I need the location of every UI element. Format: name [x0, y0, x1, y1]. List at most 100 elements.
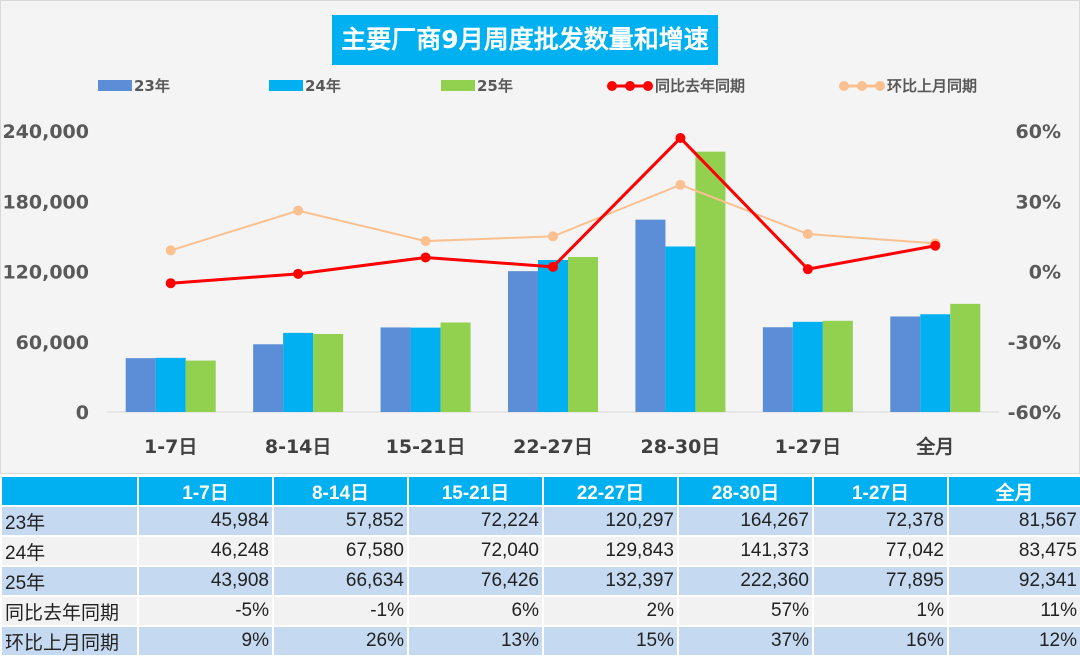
legend-swatch: [607, 80, 653, 91]
x-axis-tick: 15-21日: [386, 436, 466, 458]
table-cell: 2%: [542, 595, 679, 627]
chart-area: 主要厂商9月周度批发数量和增速 23年 24年 25年 同比去年同期 环比上月同期 0 6…: [0, 0, 1080, 474]
x-axis-tick: 1-27日: [775, 436, 842, 458]
point-环比上月同期: [675, 179, 686, 190]
right-axis-tick: -30%: [1008, 332, 1061, 354]
table-cell: -1%: [272, 595, 409, 627]
column-header: 全月: [947, 475, 1080, 507]
column-header: 1-27日: [812, 475, 949, 507]
point-环比上月同期: [420, 236, 431, 247]
table-cell: 67,580: [272, 535, 409, 567]
table-row: 同比去年同期 -5% -1% 6% 2% 57% 1% 11%: [0, 595, 1080, 627]
point-同比去年同期: [293, 268, 304, 279]
table-cell: 72,040: [407, 535, 544, 567]
bar-24年: [665, 246, 696, 412]
data-table: 1-7日 8-14日 15-21日 22-27日 28-30日 1-27日 全月 23年 45…: [0, 475, 1080, 657]
point-环比上月同期: [293, 205, 304, 216]
bar-24年: [283, 332, 314, 412]
legend-swatch: [98, 80, 132, 91]
point-环比上月同期: [165, 245, 176, 256]
column-header: 1-7日: [137, 475, 274, 507]
table-cell: 15%: [542, 625, 679, 657]
table-cell: 164,267: [677, 505, 814, 537]
x-axis-tick: 1-7日: [144, 436, 197, 458]
table-cell: 16%: [812, 625, 949, 657]
table-cell: 120,297: [542, 505, 679, 537]
left-axis-tick: 180,000: [2, 191, 89, 213]
legend-item: 23年: [98, 75, 170, 96]
point-环比上月同期: [548, 231, 558, 242]
bar-25年: [695, 151, 726, 412]
right-axis-tick: -60%: [1008, 402, 1061, 424]
bar-24年: [155, 357, 186, 412]
table-row: 环比上月同期 9% 26% 13% 15% 37% 16% 12%: [0, 625, 1080, 657]
point-同比去年同期: [930, 240, 941, 251]
table-row: 23年 45,984 57,852 72,224 120,297 164,267 72,37…: [0, 505, 1080, 537]
legend-item: 环比上月同期: [839, 75, 977, 96]
table-row: 24年 46,248 67,580 72,040 129,843 141,373 77,04…: [0, 535, 1080, 567]
table-cell: 92,341: [947, 565, 1080, 597]
bar-23年: [253, 344, 284, 412]
left-axis-tick: 60,000: [16, 332, 89, 354]
bar-23年: [762, 327, 793, 412]
point-同比去年同期: [165, 278, 176, 289]
column-header: 8-14日: [272, 475, 409, 507]
table-cell: 26%: [272, 625, 409, 657]
table-row: 25年 43,908 66,634 76,426 132,397 222,360 77,89…: [0, 565, 1080, 597]
column-header: 22-27日: [542, 475, 679, 507]
table-cell: 45,984: [137, 505, 274, 537]
bar-23年: [380, 327, 411, 412]
legend-swatch: [839, 80, 885, 91]
point-同比去年同期: [802, 264, 813, 275]
row-label: 同比去年同期: [0, 595, 139, 627]
x-axis-tick: 全月: [915, 435, 954, 458]
bar-23年: [508, 271, 538, 412]
right-axis-tick: 30%: [1016, 191, 1061, 213]
right-axis-tick: 0%: [1029, 262, 1061, 284]
right-axis-tick: 60%: [1016, 121, 1061, 143]
x-axis-tick: 22-27日: [513, 436, 593, 458]
table-header: 1-7日 8-14日 15-21日 22-27日 28-30日 1-27日 全月: [0, 475, 1080, 507]
bar-25年: [568, 256, 598, 412]
table-cell: 72,378: [812, 505, 949, 537]
table-cell: 12%: [947, 625, 1080, 657]
table-cell: -5%: [137, 595, 274, 627]
bar-25年: [313, 333, 344, 412]
table-cell: 9%: [137, 625, 274, 657]
row-label: 25年: [0, 565, 139, 597]
left-axis-tick: 120,000: [2, 262, 89, 284]
legend-swatch: [441, 80, 475, 91]
bar-25年: [950, 303, 981, 412]
table-cell: 77,042: [812, 535, 949, 567]
bar-24年: [538, 259, 568, 412]
table-cell: 57,852: [272, 505, 409, 537]
row-label: 24年: [0, 535, 139, 567]
point-同比去年同期: [420, 252, 431, 263]
legend-label: 同比去年同期: [655, 77, 746, 95]
legend-item: 24年: [269, 75, 341, 96]
table-cell: 129,843: [542, 535, 679, 567]
table-cell: 132,397: [542, 565, 679, 597]
table-cell: 46,248: [137, 535, 274, 567]
legend-label: 环比上月同期: [887, 77, 978, 95]
table-cell: 76,426: [407, 565, 544, 597]
legend-item: 同比去年同期: [607, 75, 745, 96]
chart-plot: 0 60,000 120,000 180,000 240,000 -60% -30% 0% 30…: [2, 121, 1061, 458]
bar-24年: [920, 314, 951, 412]
bar-24年: [410, 327, 441, 412]
bar-25年: [822, 320, 853, 412]
bar-25年: [185, 360, 216, 412]
bar-23年: [635, 219, 666, 412]
legend-label: 24年: [305, 77, 341, 95]
legend-label: 25年: [477, 77, 513, 95]
table-cell: 43,908: [137, 565, 274, 597]
bar-23年: [125, 358, 156, 412]
table-cell: 6%: [407, 595, 544, 627]
x-axis-tick: 8-14日: [265, 436, 332, 458]
table-cell: 11%: [947, 595, 1080, 627]
table-cell: 81,567: [947, 505, 1080, 537]
point-环比上月同期: [802, 229, 813, 240]
point-同比去年同期: [548, 261, 558, 272]
table-cell: 72,224: [407, 505, 544, 537]
table-cell: 222,360: [677, 565, 814, 597]
